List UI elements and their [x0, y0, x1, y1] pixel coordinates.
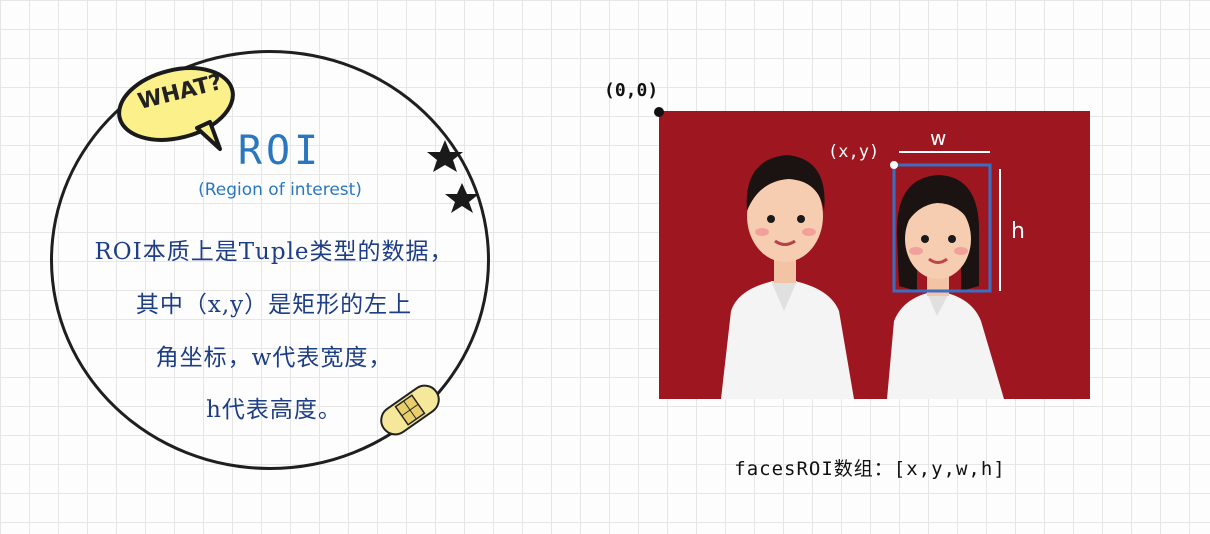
description-line-2: 其中（x,y）是矩形的左上: [135, 292, 413, 318]
roi-corner-dot: [890, 161, 898, 169]
woman-figure: [887, 175, 1004, 399]
roi-subtitle: (Region of interest): [198, 180, 362, 200]
h-label: h: [1011, 219, 1025, 244]
speech-bubble: [117, 66, 235, 151]
bandage-icon: [380, 384, 440, 436]
w-label: w: [930, 126, 947, 150]
origin-dot: [654, 107, 664, 117]
roi-photo-illustration: [659, 111, 1090, 399]
description-line-1: ROI本质上是Tuple类型的数据，: [94, 239, 454, 265]
star-icon: [445, 183, 479, 213]
sketch-circle: [50, 50, 490, 470]
origin-label: (0,0): [604, 80, 659, 101]
faces-roi-caption: facesROI数组：[x,y,w,h]: [734, 458, 1006, 480]
xy-label: (x,y): [828, 142, 880, 162]
man-figure: [721, 155, 854, 399]
description-line-3: 角坐标，w代表宽度，: [155, 345, 393, 371]
roi-title: ROI: [237, 128, 323, 174]
description-line-4: h代表高度。: [206, 397, 342, 423]
roi-box: [892, 163, 992, 293]
star-icon: [427, 140, 463, 172]
